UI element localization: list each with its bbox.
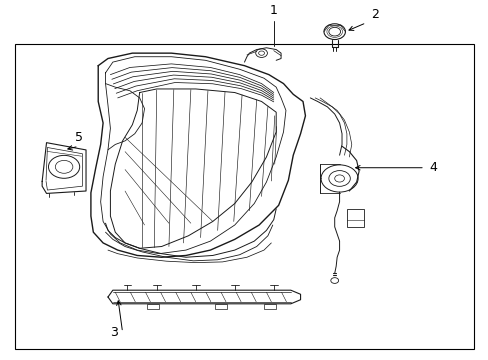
- Bar: [215, 304, 227, 309]
- Bar: [264, 304, 276, 309]
- Text: 4: 4: [429, 161, 437, 174]
- Text: 3: 3: [110, 326, 118, 339]
- Bar: [15, 44, 473, 348]
- Text: 1: 1: [269, 4, 277, 17]
- Text: 2: 2: [370, 8, 378, 21]
- Bar: [147, 304, 159, 309]
- Bar: [346, 209, 363, 227]
- Text: 5: 5: [75, 131, 82, 144]
